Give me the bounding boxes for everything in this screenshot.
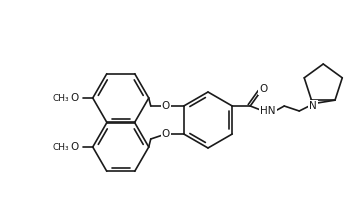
Text: O: O — [162, 101, 170, 111]
Text: HN: HN — [261, 106, 276, 116]
Text: CH₃: CH₃ — [52, 93, 69, 103]
Text: O: O — [162, 129, 170, 139]
Text: N: N — [310, 101, 317, 111]
Text: CH₃: CH₃ — [52, 143, 69, 151]
Text: O: O — [259, 84, 268, 94]
Text: O: O — [71, 142, 79, 152]
Text: O: O — [71, 93, 79, 103]
